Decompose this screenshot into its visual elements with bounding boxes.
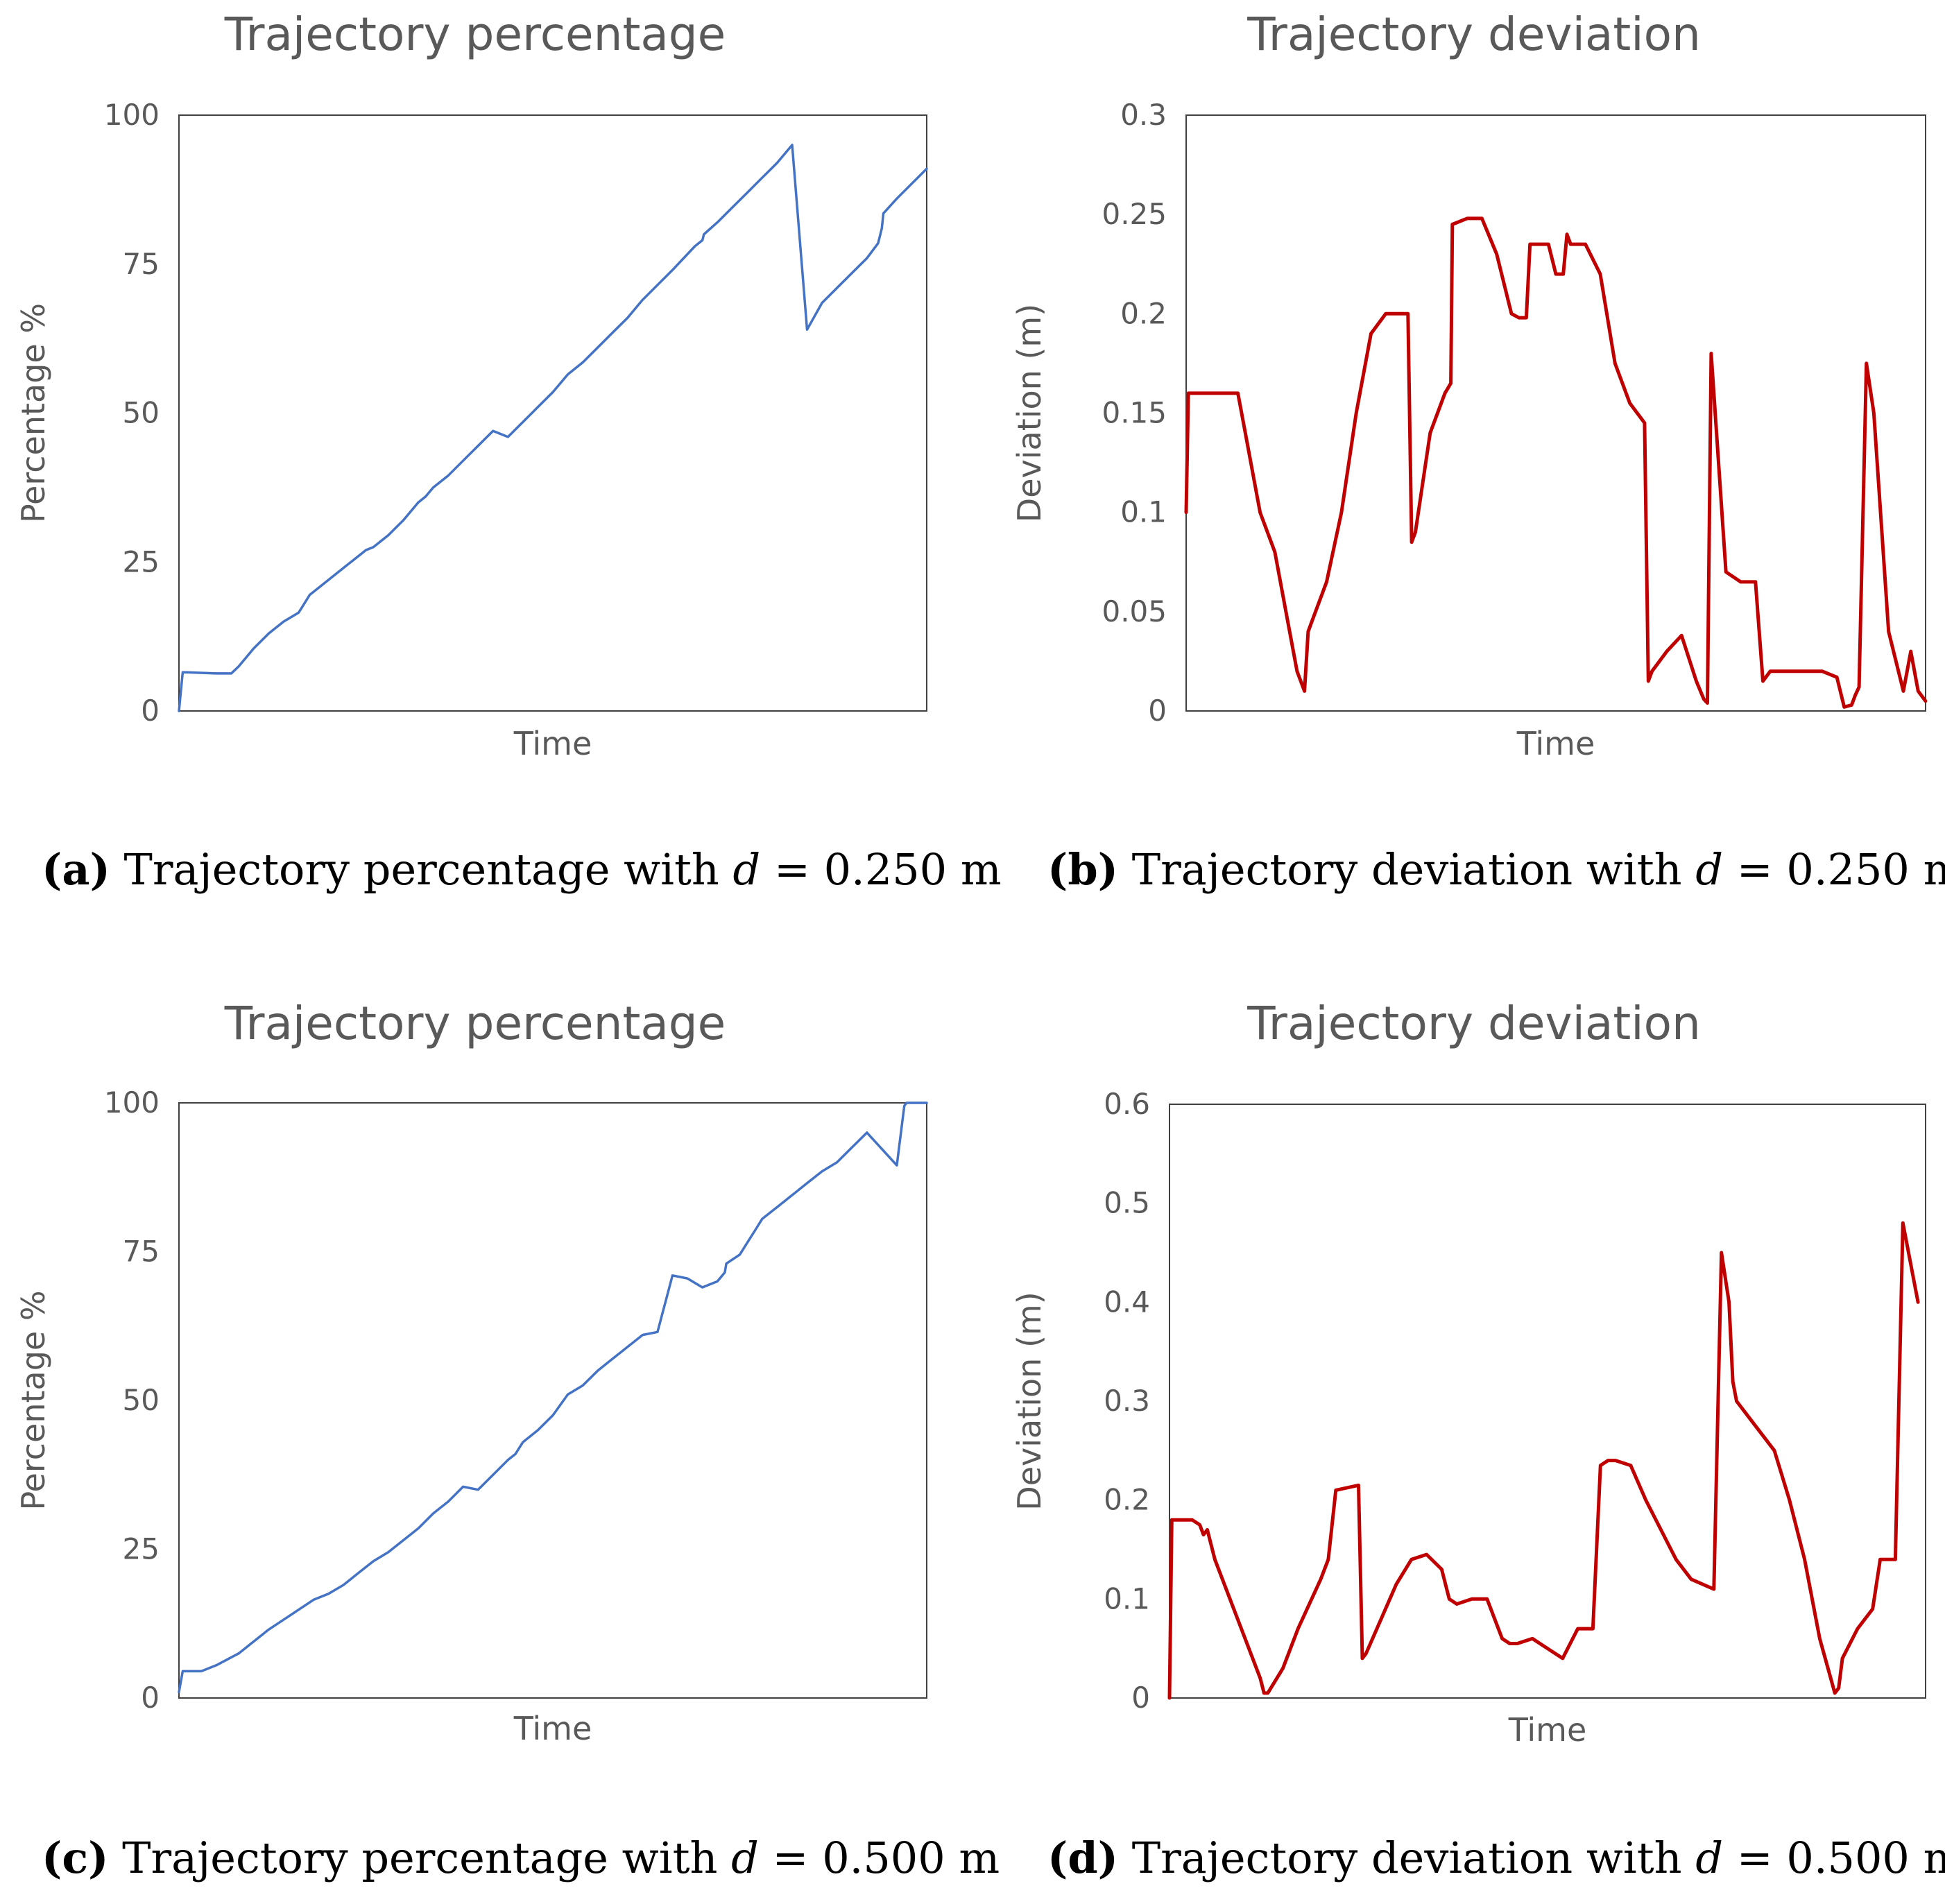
- y-axis-label: Percentage %: [15, 303, 52, 523]
- y-axis-label: Deviation (m): [1011, 304, 1048, 522]
- caption-letter: (c): [42, 1833, 108, 1883]
- panel-b: Trajectory deviation 0 0.05 0.1 0.15 0.2 0.25 0…: [1011, 8, 1945, 895]
- panel-d: Trajectory deviation 0 0.1 0.2 0.3 0.4 0.5 0.6 D…: [1011, 997, 1945, 1883]
- y-tick-label: 0: [141, 694, 160, 728]
- panel-a: Trajectory percentage 0 25 50 75 100 Percentag…: [15, 8, 1002, 895]
- chart-title: Trajectory percentage: [224, 8, 726, 61]
- y-tick-label: 0.05: [1102, 594, 1167, 628]
- y-tick-label: 25: [123, 1532, 160, 1566]
- y-tick-label: 0.4: [1104, 1285, 1150, 1319]
- plot-area: [1169, 1104, 1926, 1699]
- y-tick-label: 0.1: [1120, 495, 1167, 529]
- chart-title: Trajectory deviation: [1246, 8, 1701, 61]
- caption-variable: d: [1695, 844, 1723, 895]
- y-tick-label: 0.15: [1102, 396, 1167, 430]
- y-tick-label: 0.2: [1104, 1483, 1150, 1517]
- series-line: [1184, 216, 1928, 709]
- y-tick-label: 0: [1148, 694, 1167, 728]
- caption-variable: d: [731, 1833, 759, 1883]
- plot-area: [178, 1102, 927, 1699]
- caption-value: = 0.500 m: [1723, 1833, 1945, 1883]
- caption-text: Trajectory percentage with: [108, 1833, 731, 1883]
- y-tick-label: 0: [1131, 1681, 1150, 1715]
- figure-caption: (b) Trajectory deviation with d = 0.250 …: [1047, 844, 1945, 895]
- y-tick-label: 100: [104, 98, 160, 132]
- y-tick-label: 25: [123, 544, 160, 578]
- series-line: [1167, 1221, 1920, 1700]
- caption-text: Trajectory percentage with: [110, 844, 733, 895]
- figure-caption: (c) Trajectory percentage with d = 0.500…: [42, 1833, 1000, 1883]
- caption-value: = 0.250 m: [760, 844, 1001, 895]
- caption-letter: (d): [1047, 1833, 1118, 1883]
- y-axis-label: Deviation (m): [1011, 1292, 1048, 1510]
- x-axis-label: Time: [1508, 1711, 1587, 1749]
- y-tick-label: 75: [123, 1235, 160, 1269]
- y-tick-label: 0.5: [1104, 1186, 1150, 1220]
- panel-c: Trajectory percentage 0 25 50 75 100 Percentag…: [15, 997, 1000, 1883]
- caption-letter: (a): [42, 844, 110, 895]
- chart-title: Trajectory percentage: [224, 997, 726, 1050]
- y-tick-label: 0.3: [1104, 1384, 1150, 1418]
- x-axis-label: Time: [513, 725, 592, 762]
- y-tick-label: 0: [141, 1681, 160, 1715]
- caption-variable: d: [733, 844, 761, 895]
- y-tick-label: 0.2: [1120, 296, 1167, 330]
- plot-area: [178, 114, 927, 712]
- caption-letter: (b): [1047, 844, 1118, 895]
- y-tick-label: 50: [123, 1383, 160, 1417]
- figure-caption: (a) Trajectory percentage with d = 0.250…: [42, 844, 1002, 895]
- series-line: [178, 1101, 928, 1694]
- x-axis-label: Time: [1516, 725, 1595, 762]
- series-line: [178, 144, 928, 712]
- y-tick-label: 0.6: [1104, 1087, 1150, 1121]
- plot-area: [1185, 114, 1926, 712]
- y-tick-label: 0.1: [1104, 1581, 1150, 1615]
- caption-value: = 0.250 m: [1723, 844, 1945, 895]
- caption-value: = 0.500 m: [759, 1833, 1000, 1883]
- caption-variable: d: [1695, 1833, 1723, 1883]
- x-axis-label: Time: [513, 1710, 592, 1747]
- caption-text: Trajectory deviation with: [1118, 1833, 1695, 1883]
- y-tick-label: 75: [123, 247, 160, 281]
- caption-text: Trajectory deviation with: [1118, 844, 1695, 895]
- figure-caption: (d) Trajectory deviation with d = 0.500 …: [1047, 1833, 1945, 1883]
- y-tick-label: 50: [123, 396, 160, 430]
- chart-title: Trajectory deviation: [1246, 997, 1701, 1050]
- y-tick-label: 0.25: [1102, 197, 1167, 231]
- y-axis-label: Percentage %: [15, 1290, 52, 1510]
- y-tick-label: 100: [104, 1086, 160, 1120]
- y-tick-label: 0.3: [1120, 98, 1167, 132]
